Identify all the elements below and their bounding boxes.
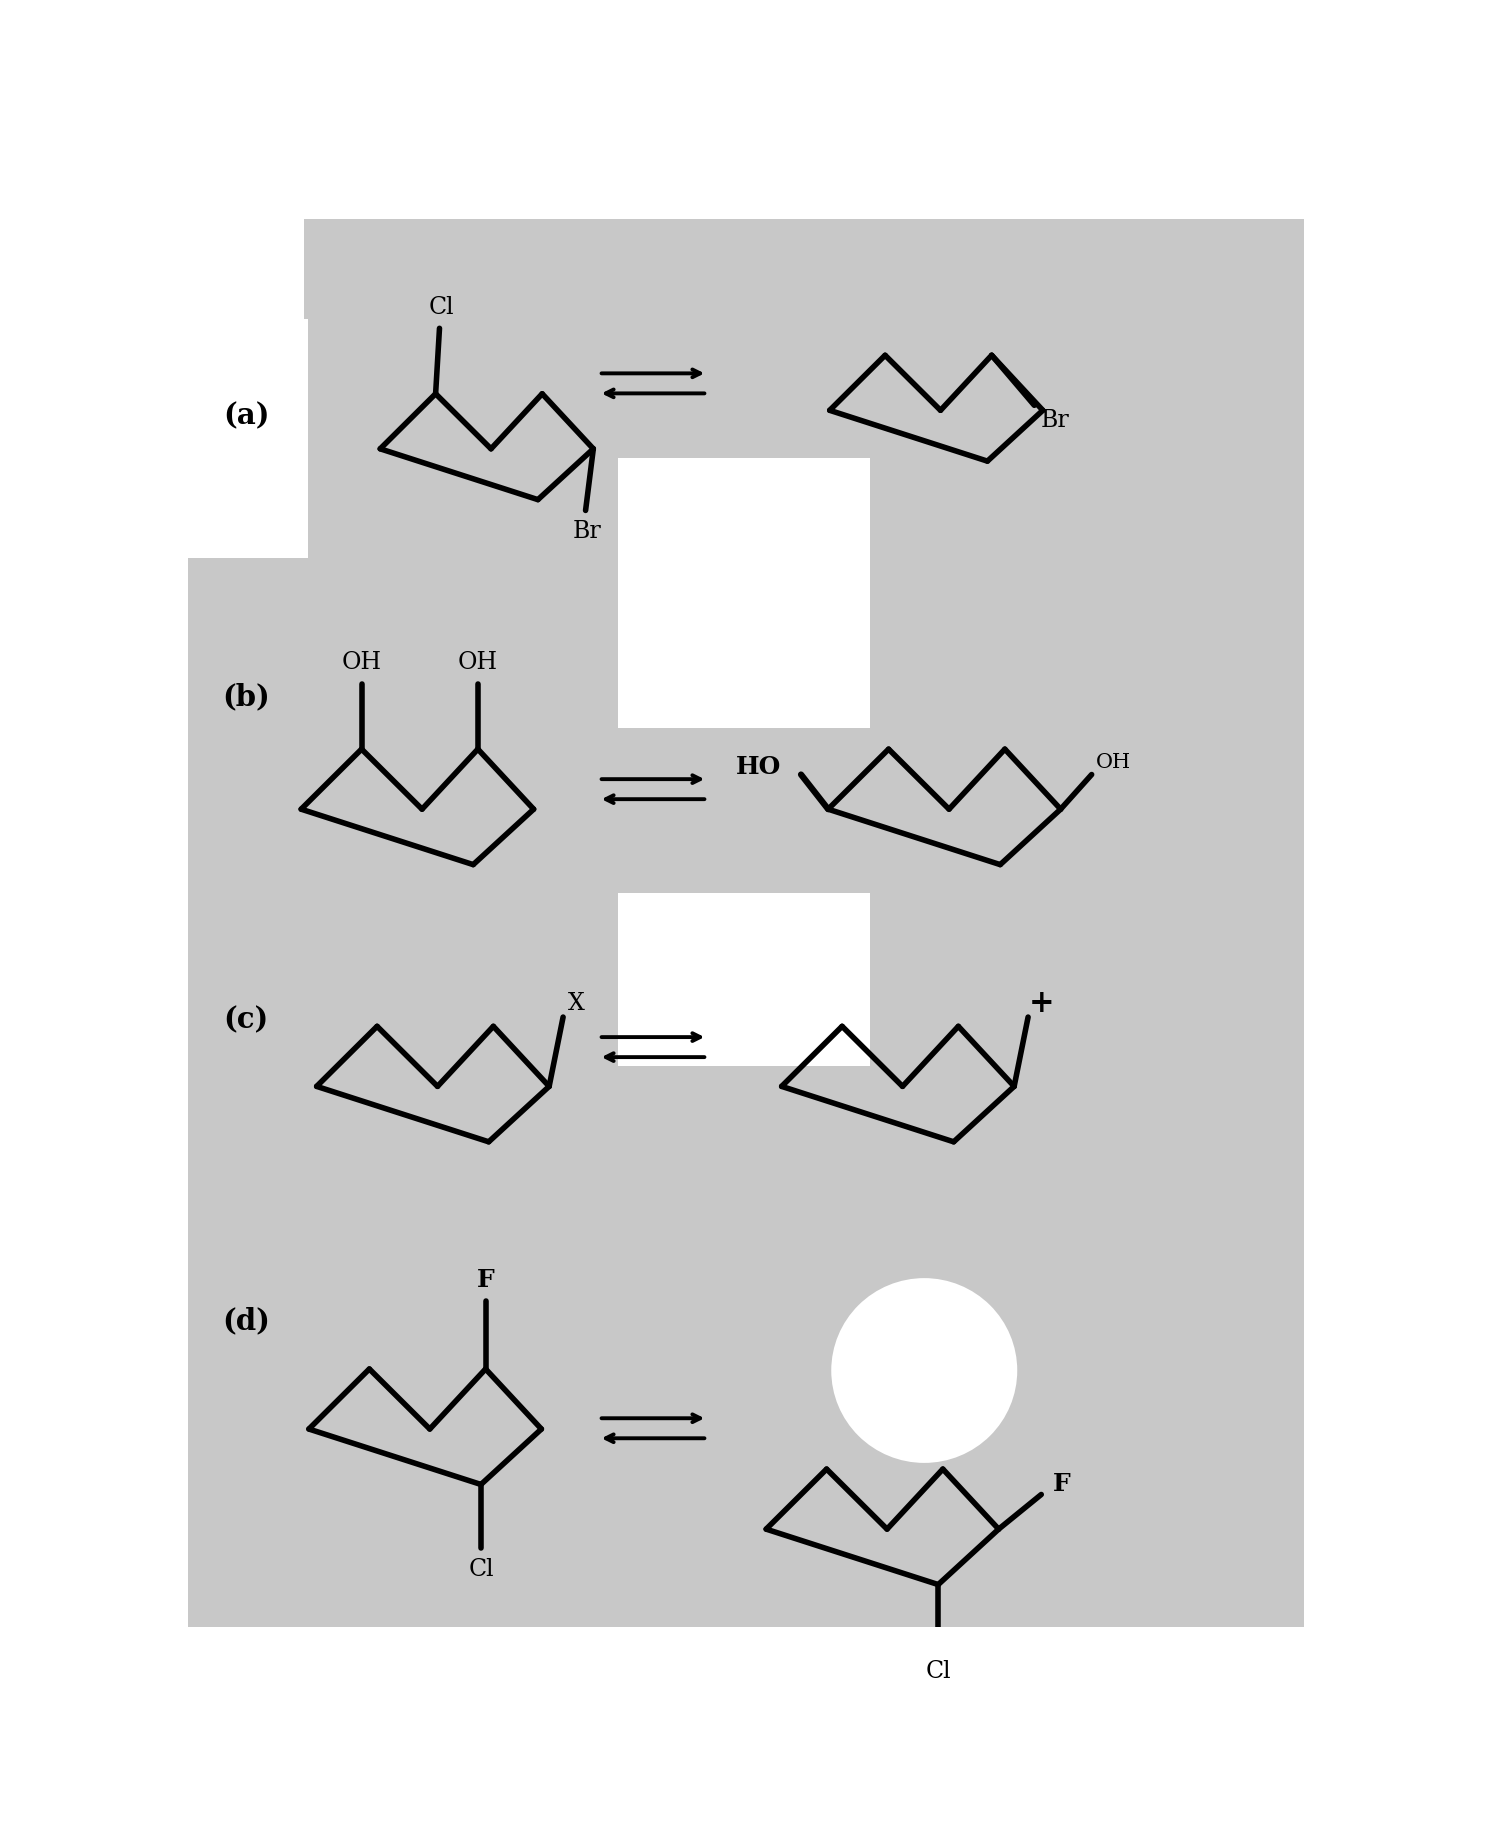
- Bar: [1304, 219, 1354, 1627]
- Text: Cl: Cl: [925, 1660, 951, 1684]
- Bar: [618, 894, 869, 1066]
- Bar: [618, 459, 869, 728]
- Text: (b): (b): [223, 682, 271, 711]
- Bar: [304, 550, 1304, 1627]
- Bar: [188, 550, 304, 1627]
- Bar: [188, 320, 308, 558]
- Circle shape: [832, 1278, 1017, 1462]
- Text: Cl: Cl: [468, 1557, 493, 1581]
- Text: OH: OH: [1096, 753, 1131, 773]
- Text: Br: Br: [1041, 409, 1069, 431]
- Text: HO: HO: [735, 755, 781, 779]
- Text: +: +: [1029, 987, 1054, 1018]
- Text: Cl: Cl: [429, 296, 454, 320]
- Text: X: X: [569, 993, 585, 1015]
- Text: (a): (a): [223, 400, 269, 430]
- Text: OH: OH: [457, 651, 498, 673]
- Text: OH: OH: [341, 651, 382, 673]
- Bar: [304, 219, 1304, 550]
- Text: (c): (c): [224, 1005, 269, 1035]
- Text: F: F: [1053, 1473, 1071, 1497]
- Text: Br: Br: [573, 521, 602, 543]
- Text: (d): (d): [223, 1305, 271, 1334]
- Text: F: F: [477, 1269, 495, 1292]
